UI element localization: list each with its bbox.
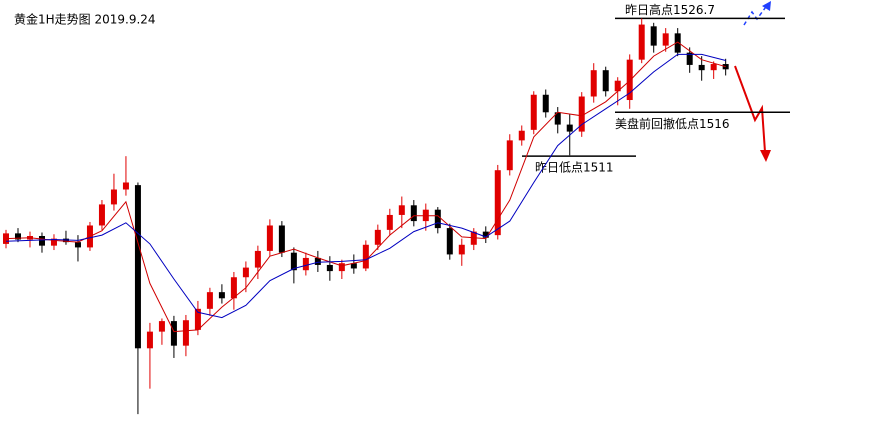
candle-body xyxy=(566,124,573,132)
candle-body xyxy=(386,214,393,230)
candle-body xyxy=(710,64,717,71)
candle-body xyxy=(614,80,621,92)
down-arrow-head xyxy=(760,150,771,162)
candle-body xyxy=(590,70,597,97)
candle-body xyxy=(38,236,45,246)
candle-body xyxy=(626,59,633,101)
candle-body xyxy=(230,277,237,299)
candle-body xyxy=(542,94,549,113)
candle-body xyxy=(398,205,405,215)
moving-average xyxy=(5,41,726,333)
down-forecast xyxy=(734,65,766,153)
candle-body xyxy=(170,321,177,346)
candle-body xyxy=(146,331,153,349)
candle-body xyxy=(278,225,285,253)
candle-body xyxy=(110,189,117,205)
up-arrow-head xyxy=(762,1,771,11)
candle-body xyxy=(14,233,21,240)
candle-body xyxy=(650,26,657,46)
candle-body xyxy=(122,182,129,190)
level-label: 昨日高点1526.7 xyxy=(625,2,715,17)
candle-body xyxy=(686,52,693,65)
candle-body xyxy=(350,263,357,269)
candle-body xyxy=(518,130,525,141)
candle-body xyxy=(338,263,345,272)
candle-body xyxy=(98,204,105,226)
candle-body xyxy=(638,24,645,60)
level-label: 美盘前回撤低点1516 xyxy=(615,116,730,131)
candle-body xyxy=(698,64,705,71)
candle-body xyxy=(458,244,465,255)
candle-body xyxy=(326,264,333,272)
candle-body xyxy=(206,292,213,309)
candle-body xyxy=(410,205,417,222)
candle-body xyxy=(50,238,57,246)
candle-body xyxy=(314,257,321,265)
candle-body xyxy=(434,209,441,229)
candle-body xyxy=(578,96,585,132)
candle-body xyxy=(302,257,309,271)
level-label: 昨日低点1511 xyxy=(535,161,614,175)
forecast-arrows xyxy=(734,1,771,162)
candle-body xyxy=(530,94,537,130)
candle-body xyxy=(494,170,501,236)
candle-body xyxy=(290,252,297,271)
candle-body xyxy=(662,33,669,46)
candle-body xyxy=(374,229,381,245)
candle-body xyxy=(254,250,261,268)
candle-body xyxy=(218,292,225,299)
candle-body xyxy=(554,112,561,125)
candle-body xyxy=(266,225,273,251)
candle-body xyxy=(602,70,609,92)
candle-body xyxy=(2,233,9,244)
candle-body xyxy=(482,231,489,238)
candle-body xyxy=(182,320,189,346)
candle-body xyxy=(446,228,453,255)
candle-body xyxy=(74,242,81,248)
candle-body xyxy=(674,33,681,53)
chart-title: 黄金1H走势图 2019.9.24 xyxy=(14,12,156,27)
candle-body xyxy=(506,140,513,171)
candle-body xyxy=(362,244,369,269)
moving-average xyxy=(5,53,726,319)
candle-body xyxy=(242,267,249,278)
candle-body xyxy=(134,185,141,349)
candle-body xyxy=(158,321,165,332)
candle-body xyxy=(194,308,201,330)
